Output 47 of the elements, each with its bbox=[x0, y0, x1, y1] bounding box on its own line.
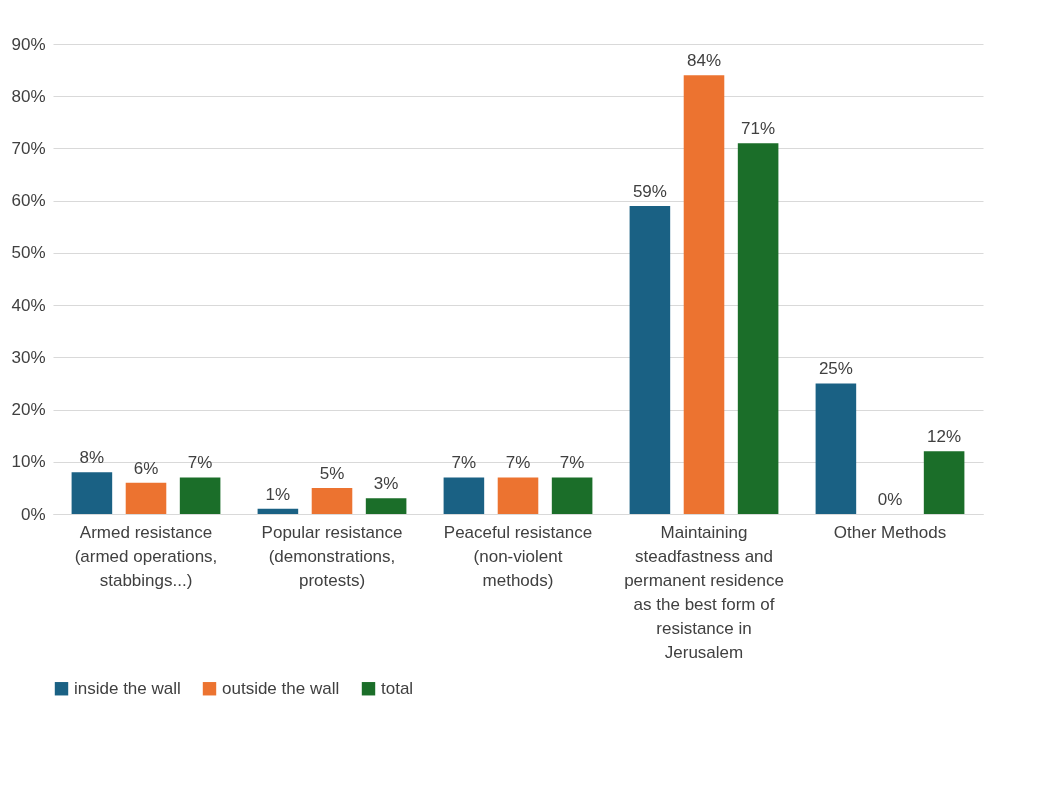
data-label: 59% bbox=[632, 181, 667, 201]
bar bbox=[497, 477, 539, 514]
y-tick-label: 30% bbox=[11, 347, 46, 367]
data-label: 7% bbox=[505, 453, 531, 473]
x-tick-label: Armed resistance (armed operations, stabbings...) bbox=[74, 522, 218, 590]
data-label: 3% bbox=[373, 474, 399, 494]
bar bbox=[179, 477, 221, 514]
y-tick-label: 10% bbox=[11, 452, 46, 472]
data-label: 6% bbox=[133, 458, 159, 478]
legend-label: total bbox=[381, 678, 414, 698]
data-label: 7% bbox=[559, 453, 585, 473]
bar bbox=[551, 477, 593, 514]
x-tick-label: Popular resistance (demonstrations, protests) bbox=[261, 522, 403, 590]
bar bbox=[311, 487, 353, 514]
bar bbox=[737, 143, 779, 514]
legend-label: outside the wall bbox=[222, 678, 340, 698]
bar bbox=[125, 482, 167, 514]
bar bbox=[629, 205, 671, 514]
data-label: 0% bbox=[877, 490, 903, 509]
bar bbox=[815, 383, 857, 514]
data-label: 7% bbox=[187, 453, 213, 473]
bar bbox=[443, 477, 485, 514]
data-label: 71% bbox=[741, 119, 776, 139]
bar bbox=[923, 451, 965, 514]
data-label: 5% bbox=[319, 463, 345, 483]
y-tick-label: 0% bbox=[20, 504, 46, 524]
data-label: 84% bbox=[686, 51, 722, 71]
x-tick-label: Other Methods bbox=[833, 522, 947, 542]
bar bbox=[365, 498, 407, 514]
y-tick-label: 20% bbox=[11, 400, 46, 420]
y-tick-label: 40% bbox=[11, 295, 46, 315]
data-label: 12% bbox=[927, 427, 962, 447]
bar bbox=[71, 472, 113, 514]
data-label: 8% bbox=[79, 448, 105, 468]
data-label: 25% bbox=[818, 359, 853, 379]
y-tick-label: 60% bbox=[11, 191, 46, 211]
data-label: 1% bbox=[265, 484, 291, 504]
y-tick-label: 90% bbox=[11, 34, 46, 54]
y-tick-label: 80% bbox=[11, 86, 46, 106]
y-tick-label: 50% bbox=[11, 243, 46, 263]
x-tick-label: Peaceful resistance (non-violent methods) bbox=[443, 522, 593, 590]
x-tick-label: Maintaining steadfastness and permanent residence as the best form of resistance in Jerusalem bbox=[624, 522, 784, 662]
legend-label: inside the wall bbox=[74, 678, 181, 698]
bar bbox=[683, 75, 725, 514]
y-tick-label: 70% bbox=[11, 138, 46, 158]
bar bbox=[257, 508, 299, 514]
data-label: 7% bbox=[451, 453, 477, 473]
